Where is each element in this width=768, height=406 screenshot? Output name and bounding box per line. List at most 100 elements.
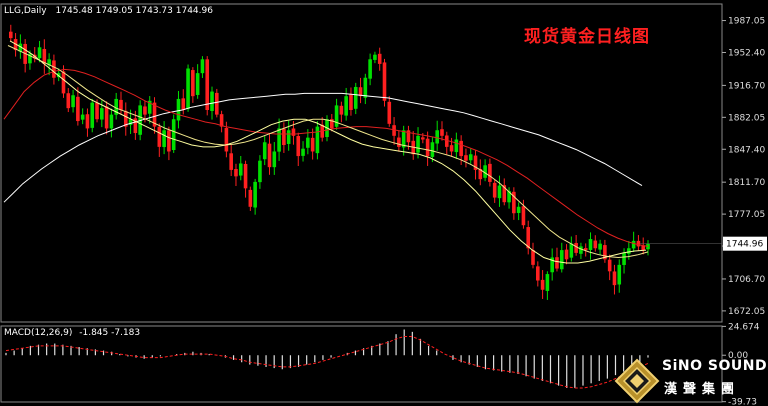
candle-body — [195, 73, 200, 95]
candle-body — [114, 98, 118, 115]
candle-body — [641, 245, 646, 251]
candle-body — [555, 257, 559, 269]
candle-body — [382, 62, 387, 101]
candle-body — [296, 136, 301, 157]
candle-body — [449, 145, 454, 152]
candle-body — [564, 249, 569, 260]
candle-body — [315, 126, 320, 154]
y-tick-label: 1882.05 — [728, 113, 765, 123]
current-price-box — [723, 236, 767, 251]
candle-body — [147, 100, 152, 114]
candle-body — [588, 239, 593, 250]
candle-body — [176, 98, 181, 121]
y-tick-label: 1847.40 — [728, 145, 765, 155]
candle-body — [526, 227, 531, 249]
candle-body — [622, 252, 626, 265]
candle-body — [536, 266, 540, 281]
candle-body — [128, 119, 133, 125]
y-tick-label: 1811.70 — [728, 178, 765, 188]
candle-body — [531, 250, 535, 265]
candle-body — [521, 206, 526, 226]
candle-body — [85, 114, 90, 129]
candle-body — [119, 99, 123, 110]
candle-body — [262, 142, 267, 160]
candle-body — [90, 102, 95, 128]
candle-body — [186, 68, 190, 109]
candle-body — [109, 114, 114, 129]
logo-emblem-icon — [614, 358, 660, 404]
candle-body — [100, 108, 104, 120]
candle-body — [277, 128, 281, 152]
logo-text-cn: 漢聲集團 — [664, 382, 741, 397]
chart-title: 现货黄金日线图 — [524, 27, 650, 47]
candle-body — [617, 264, 622, 285]
candle-body — [598, 243, 602, 250]
candle-body — [579, 246, 583, 254]
candle-body — [425, 138, 430, 157]
macd-tick-label: -39.73 — [728, 398, 757, 406]
candle-body — [76, 96, 80, 122]
candle-body — [291, 128, 296, 136]
candle-body — [334, 105, 339, 127]
macd-panel-frame — [0, 325, 723, 403]
candle-body — [339, 105, 344, 115]
candle-body — [215, 92, 219, 115]
macd-signal-line — [5, 336, 649, 389]
candle-body — [392, 125, 396, 136]
candle-body — [167, 130, 171, 152]
candle-body — [373, 54, 377, 60]
candle-body — [282, 128, 286, 146]
candle-body — [430, 142, 435, 157]
candle-body — [66, 93, 71, 109]
candle-body — [627, 248, 631, 254]
y-tick-label: 1952.40 — [728, 48, 765, 58]
candle-body — [224, 128, 229, 152]
candle-body — [191, 70, 195, 97]
candle-body — [248, 189, 253, 207]
candle-body — [243, 163, 248, 189]
candle-body — [444, 135, 449, 147]
candle-body — [286, 130, 291, 144]
y-tick-label: 1672.05 — [728, 307, 765, 317]
company-logo: SiNO SOUND 漢聲集團 — [612, 358, 768, 406]
candle-body — [454, 139, 459, 153]
candle-body — [636, 240, 641, 247]
price-panel-frame — [0, 3, 723, 323]
candle-body — [603, 245, 607, 260]
candle-body — [123, 110, 128, 127]
candle-body — [612, 271, 617, 286]
candle-body — [406, 130, 411, 143]
candle-body — [310, 137, 315, 152]
candle-body — [181, 98, 186, 110]
candle-body — [583, 248, 588, 251]
candle-body — [306, 137, 310, 148]
current-price-label: 1744.96 — [726, 240, 763, 250]
candle-body — [377, 53, 382, 64]
candle-body — [133, 118, 138, 134]
candle-body — [488, 163, 492, 182]
candle-body — [468, 154, 473, 161]
candle-body — [512, 191, 516, 214]
candle-body — [205, 59, 210, 110]
candle-body — [28, 53, 32, 64]
candle-body — [152, 102, 157, 127]
candle-body — [545, 274, 550, 291]
candle-body — [492, 182, 497, 198]
candle-body — [258, 160, 262, 183]
candle-body — [397, 137, 401, 147]
candle-body — [349, 94, 353, 110]
candle-body — [61, 71, 66, 94]
candle-body — [631, 240, 636, 249]
candle-body — [593, 240, 598, 249]
candle-body — [219, 114, 224, 127]
candle-body — [483, 165, 487, 178]
candle-body — [18, 43, 23, 52]
ma-pale-line — [9, 40, 647, 264]
candle-body — [363, 77, 368, 98]
candle-body — [200, 59, 205, 74]
macd-values: -1.845 -7.183 — [79, 328, 141, 338]
ma-yellow-line — [7, 45, 649, 259]
candle-body — [421, 137, 425, 140]
candle-body — [56, 73, 61, 78]
